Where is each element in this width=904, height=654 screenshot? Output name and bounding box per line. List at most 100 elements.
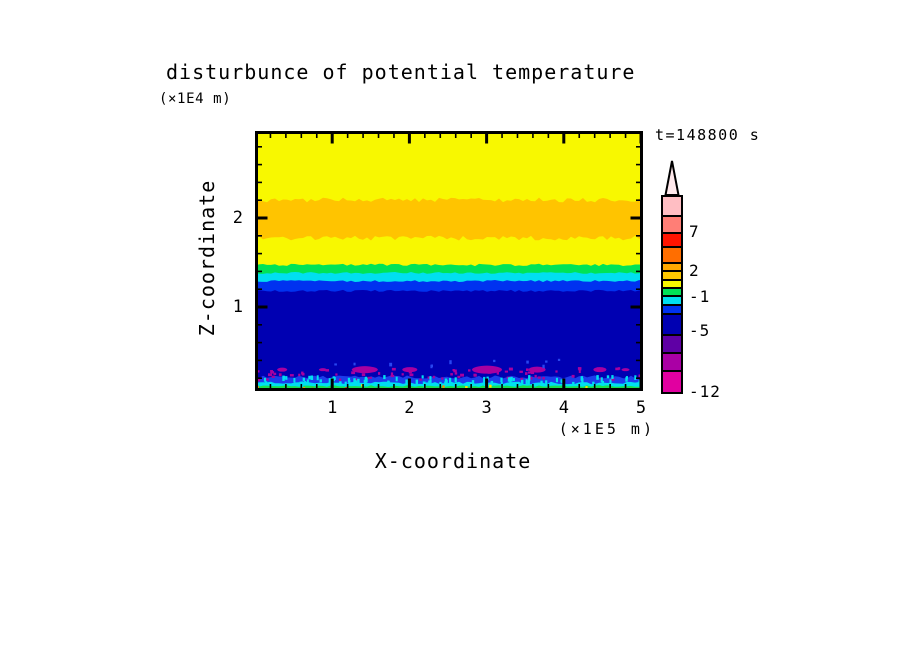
- cyan-speck: [483, 376, 486, 383]
- colorbar-tick-label--5: -5: [689, 321, 711, 340]
- cyan-speck: [444, 378, 448, 384]
- magenta-speck: [542, 376, 545, 380]
- blue-speck: [542, 364, 545, 369]
- y-tick-label-1: 1: [232, 296, 243, 317]
- cyan-speck: [634, 375, 637, 380]
- colorbar-segment: [663, 289, 681, 297]
- magenta-speck: [268, 373, 272, 377]
- cyan-speck: [512, 378, 515, 382]
- colorbar-segment: [663, 234, 681, 248]
- magenta-speck: [615, 367, 619, 371]
- warm-speck: [465, 386, 468, 389]
- magenta-speck: [611, 377, 615, 381]
- magenta-speck: [450, 373, 453, 376]
- magenta-speck: [542, 367, 545, 371]
- magenta-speck: [534, 374, 537, 378]
- y-axis-label: Z-coordinate: [195, 179, 219, 337]
- magenta-blob: [277, 367, 288, 372]
- magenta-speck: [526, 368, 529, 371]
- magenta-speck: [391, 367, 396, 371]
- colorbar-segment: [663, 197, 681, 217]
- colorbar-arrow-icon: [664, 160, 680, 196]
- cyan-speck: [357, 378, 360, 384]
- cyan-speck: [600, 377, 603, 382]
- cyan-speck: [395, 376, 398, 382]
- magenta-blob: [472, 365, 502, 374]
- cyan-speck: [299, 381, 302, 387]
- cyan-speck: [344, 381, 347, 387]
- magenta-speck: [401, 373, 404, 376]
- colorbar-segment: [663, 372, 681, 392]
- x-tick-label-4: 4: [558, 398, 569, 418]
- magenta-speck: [531, 371, 535, 374]
- cyan-speck: [572, 381, 575, 385]
- cyan-speck: [308, 375, 311, 380]
- magenta-speck: [278, 373, 282, 377]
- cyan-speck: [364, 376, 367, 383]
- magenta-speck: [468, 369, 471, 372]
- cyan-speck: [282, 375, 285, 381]
- magenta-speck: [487, 371, 492, 374]
- magenta-speck: [454, 372, 458, 375]
- magenta-speck: [457, 375, 461, 379]
- colorbar-segment: [663, 281, 681, 289]
- colorbar-segment: [663, 336, 681, 354]
- blue-speck: [389, 362, 393, 367]
- magenta-speck: [432, 375, 435, 379]
- magenta-speck: [537, 376, 541, 379]
- colorbar-segment: [663, 306, 681, 315]
- cyan-speck: [429, 376, 432, 380]
- contour-plot-canvas: [255, 131, 643, 391]
- cyan-speck: [310, 375, 314, 380]
- colorbar-tick-label-7: 7: [689, 222, 700, 241]
- cyan-speck: [302, 377, 305, 382]
- magenta-speck: [571, 374, 575, 378]
- magenta-blob: [318, 368, 327, 372]
- cyan-speck: [581, 378, 584, 384]
- magenta-speck: [408, 370, 412, 374]
- colorbar-segment: [663, 264, 681, 272]
- cyan-speck: [304, 381, 307, 385]
- cyan-speck: [353, 379, 357, 386]
- cyan-speck: [383, 375, 386, 380]
- magenta-blob: [402, 367, 418, 373]
- cyan-speck: [486, 376, 489, 381]
- magenta-speck: [378, 372, 381, 375]
- blue-speck: [557, 358, 561, 361]
- magenta-speck: [355, 378, 359, 381]
- magenta-speck: [441, 377, 444, 380]
- cyan-speck: [520, 379, 524, 385]
- warm-speck: [489, 384, 492, 388]
- cyan-speck: [293, 377, 296, 383]
- magenta-speck: [578, 367, 582, 371]
- magenta-speck: [525, 372, 528, 375]
- colorbar-segment: [663, 272, 681, 281]
- magenta-speck: [578, 370, 581, 373]
- magenta-speck: [273, 372, 277, 375]
- cyan-speck: [422, 381, 425, 386]
- magenta-blob: [351, 366, 378, 374]
- magenta-speck: [638, 374, 641, 378]
- magenta-speck: [452, 369, 455, 371]
- magenta-speck: [390, 372, 394, 376]
- magenta-speck: [596, 367, 601, 370]
- magenta-speck: [617, 367, 621, 370]
- cyan-speck: [285, 376, 288, 380]
- cyan-speck: [263, 377, 267, 382]
- cyan-speck: [405, 379, 408, 385]
- plot-border: [255, 131, 643, 391]
- chart-title: disturbunce of potential temperature: [166, 60, 636, 84]
- x-axis-unit-label: (×1E5 m): [558, 420, 655, 438]
- cyan-speck: [415, 379, 418, 386]
- cyan-speck: [319, 379, 322, 383]
- x-tick-label-2: 2: [404, 398, 415, 418]
- magenta-speck: [527, 371, 532, 374]
- band-navy-region: [255, 289, 643, 391]
- magenta-speck: [265, 378, 269, 381]
- colorbar-segment: [663, 354, 681, 372]
- cyan-speck: [439, 381, 442, 386]
- magenta-speck: [390, 374, 395, 378]
- plot-area: [255, 131, 643, 391]
- cyan-speck: [339, 381, 342, 387]
- cyan-speck: [429, 379, 432, 386]
